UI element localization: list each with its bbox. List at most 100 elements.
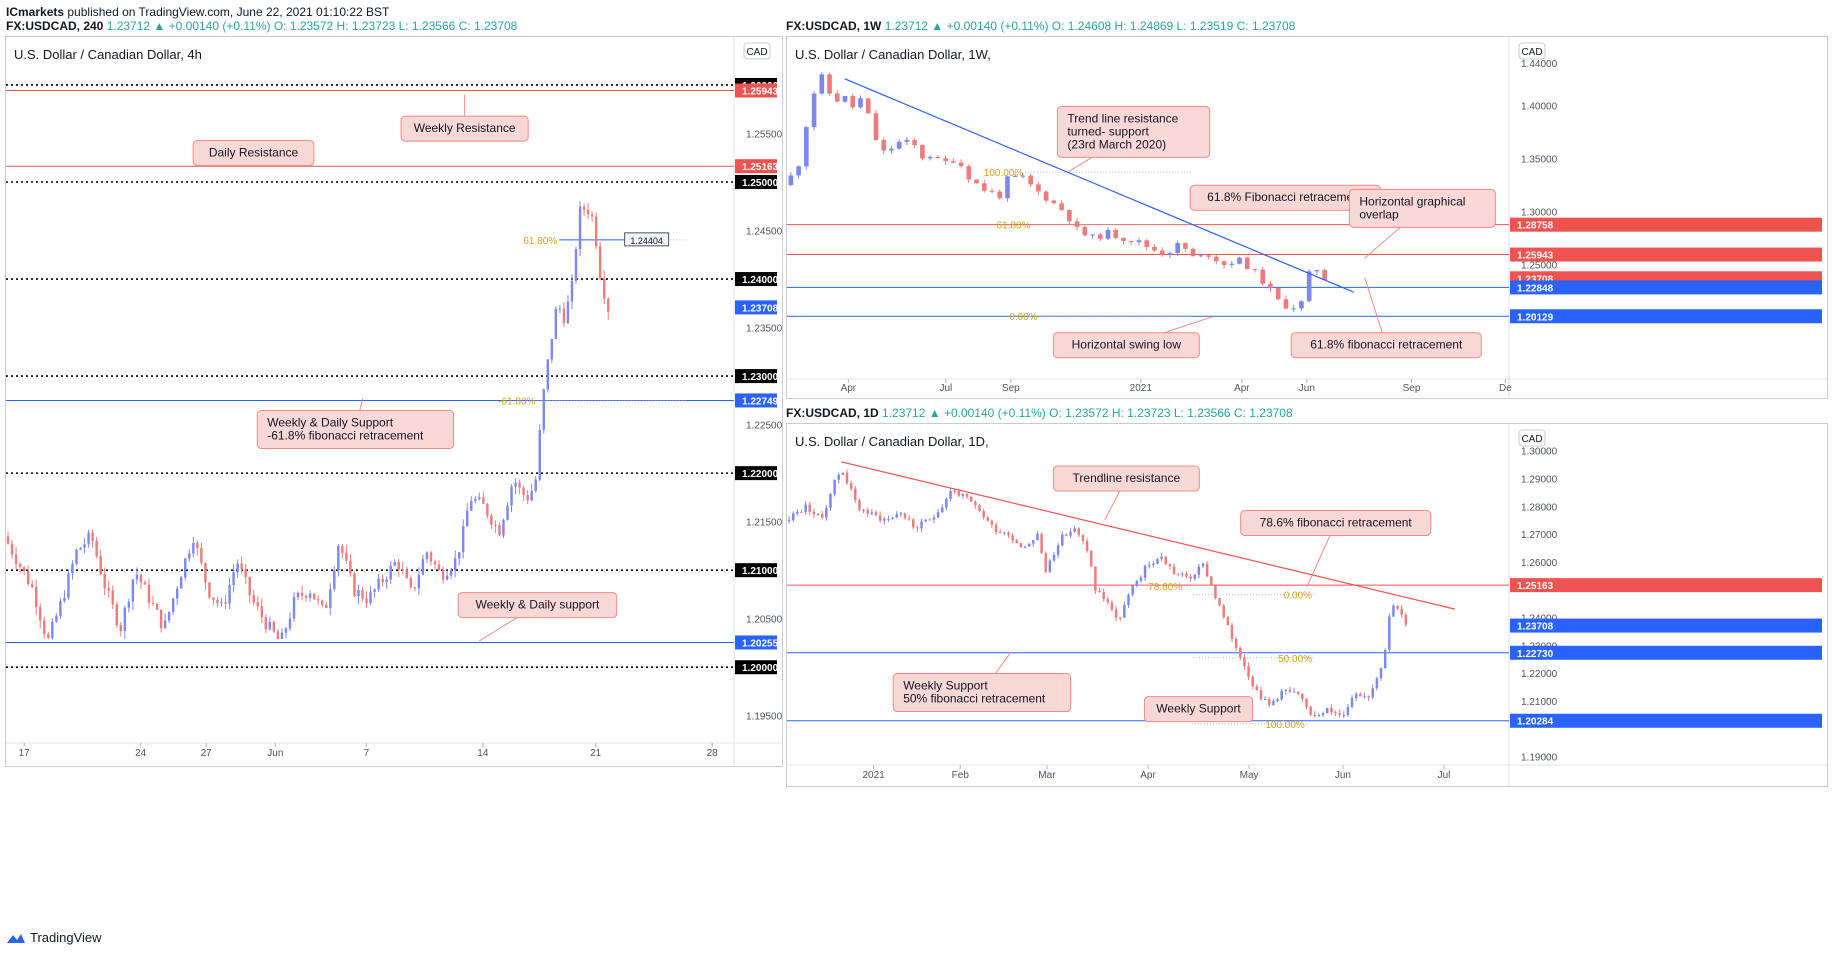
price-tag-box (735, 83, 777, 98)
fib-level-label: 0.00% (1009, 312, 1037, 323)
candle (1147, 561, 1151, 569)
price-tag-label: 1.20000 (742, 663, 779, 674)
candle (1359, 692, 1362, 697)
candle-body (842, 95, 848, 102)
price-tag-box (735, 635, 777, 650)
candle (958, 159, 964, 168)
x-tick-label: Apr (841, 383, 857, 394)
candle (1175, 240, 1180, 257)
candle (924, 519, 927, 523)
w1-chart-panel[interactable]: U.S. Dollar / Canadian Dollar, 1W, CAD 1.… (786, 36, 1828, 399)
candle-body (437, 564, 441, 570)
candle-body (119, 625, 123, 631)
candle (820, 510, 824, 520)
d1-symbol[interactable]: FX:USDCAD, 1D (786, 406, 879, 420)
candle (337, 543, 340, 577)
candle-body (353, 573, 356, 596)
candle (401, 561, 404, 574)
candle (788, 171, 794, 187)
candle-body (538, 430, 541, 480)
candle-body (441, 569, 445, 580)
candle-body (240, 563, 243, 570)
candle (1334, 710, 1337, 717)
candle (1301, 692, 1304, 702)
candle (582, 203, 586, 217)
candle (308, 590, 312, 602)
tradingview-footer[interactable]: TradingView (6, 930, 102, 945)
candle-body (6, 536, 10, 544)
candle (965, 493, 969, 499)
candle (478, 492, 481, 501)
price-tag-label: 1.20255 (742, 638, 779, 649)
candle-body (554, 308, 558, 339)
price-tag-label: 1.22000 (742, 469, 779, 480)
candle-body (345, 552, 348, 561)
price-tag: 1.20255 (735, 635, 779, 650)
annotation-text: Weekly & Daily Support (267, 415, 393, 429)
candle (920, 144, 925, 161)
d1-chart-panel[interactable]: U.S. Dollar / Canadian Dollar, 1D, CAD 1.… (786, 423, 1828, 787)
candle-body (1175, 243, 1180, 254)
candle (1214, 254, 1219, 265)
h4-chart-panel[interactable]: U.S. Dollar / Canadian Dollar, 4h CAD 1.1… (5, 36, 783, 767)
candle-body (1193, 574, 1196, 579)
candle-body (1056, 545, 1060, 555)
candle (1210, 575, 1213, 586)
candle (522, 485, 525, 502)
candle (1237, 256, 1242, 265)
candle (196, 540, 199, 556)
candle (280, 628, 284, 640)
annotation-text: 61.8% fibonacci retracement (1310, 338, 1463, 352)
candle-body (989, 190, 995, 192)
candle (916, 525, 919, 532)
candle-body (1036, 533, 1039, 541)
fib-level-label: 100.00% (1265, 720, 1305, 731)
candle-body (1094, 566, 1097, 591)
candle-body (1375, 678, 1379, 689)
y-tick-label: 1.30000 (1521, 208, 1558, 219)
x-tick-label: Apr (1140, 770, 1156, 781)
fib-level-label: 78.60% (1148, 582, 1182, 593)
candle (566, 295, 570, 324)
h4-symbol[interactable]: FX:USDCAD, 240 (6, 19, 104, 33)
candle-body (1110, 602, 1114, 610)
candle (175, 586, 179, 606)
author-name[interactable]: ICmarkets (6, 5, 65, 19)
candle (1197, 564, 1201, 579)
price-tag: 1.28758 (1510, 217, 1822, 232)
candle (272, 620, 276, 634)
candle-body (1085, 541, 1089, 551)
candle (825, 505, 828, 521)
candle-body (1317, 715, 1321, 717)
h4-chart-svg[interactable]: CAD 1.19500 1.20500 1.21500 1.22500 1.23500 1.… (6, 37, 782, 766)
currency-badge-box (743, 42, 771, 60)
price-tag-box (735, 175, 777, 190)
candle-body (574, 249, 578, 281)
candle (1268, 697, 1271, 708)
fib-level-label: 50.00% (1278, 654, 1312, 665)
candle-body (1172, 566, 1176, 574)
candle (192, 536, 195, 558)
candle-body (55, 615, 58, 622)
tradingview-logo-icon (7, 933, 25, 943)
currency-badge-box (1518, 429, 1546, 447)
w1-chart-svg[interactable]: CAD1.200001.250001.300001.350001.400001.… (787, 37, 1827, 398)
candle (1098, 587, 1101, 593)
candle (200, 542, 203, 566)
candle-body (397, 562, 400, 570)
candle (981, 179, 987, 193)
candle-body (252, 595, 255, 603)
candle-body (1313, 714, 1317, 716)
candle (1069, 528, 1072, 539)
candle (1152, 244, 1157, 252)
candle (811, 91, 817, 131)
d1-chart-svg[interactable]: CAD1.190001.210001.220001.230001.240001.… (787, 424, 1827, 786)
candle-body (602, 278, 606, 299)
candle-body (590, 214, 594, 217)
candle (1317, 713, 1321, 718)
w1-symbol[interactable]: FX:USDCAD, 1W (786, 19, 882, 33)
trendline (841, 461, 1455, 610)
annotation-box (1240, 509, 1432, 536)
candle-body (899, 513, 903, 515)
